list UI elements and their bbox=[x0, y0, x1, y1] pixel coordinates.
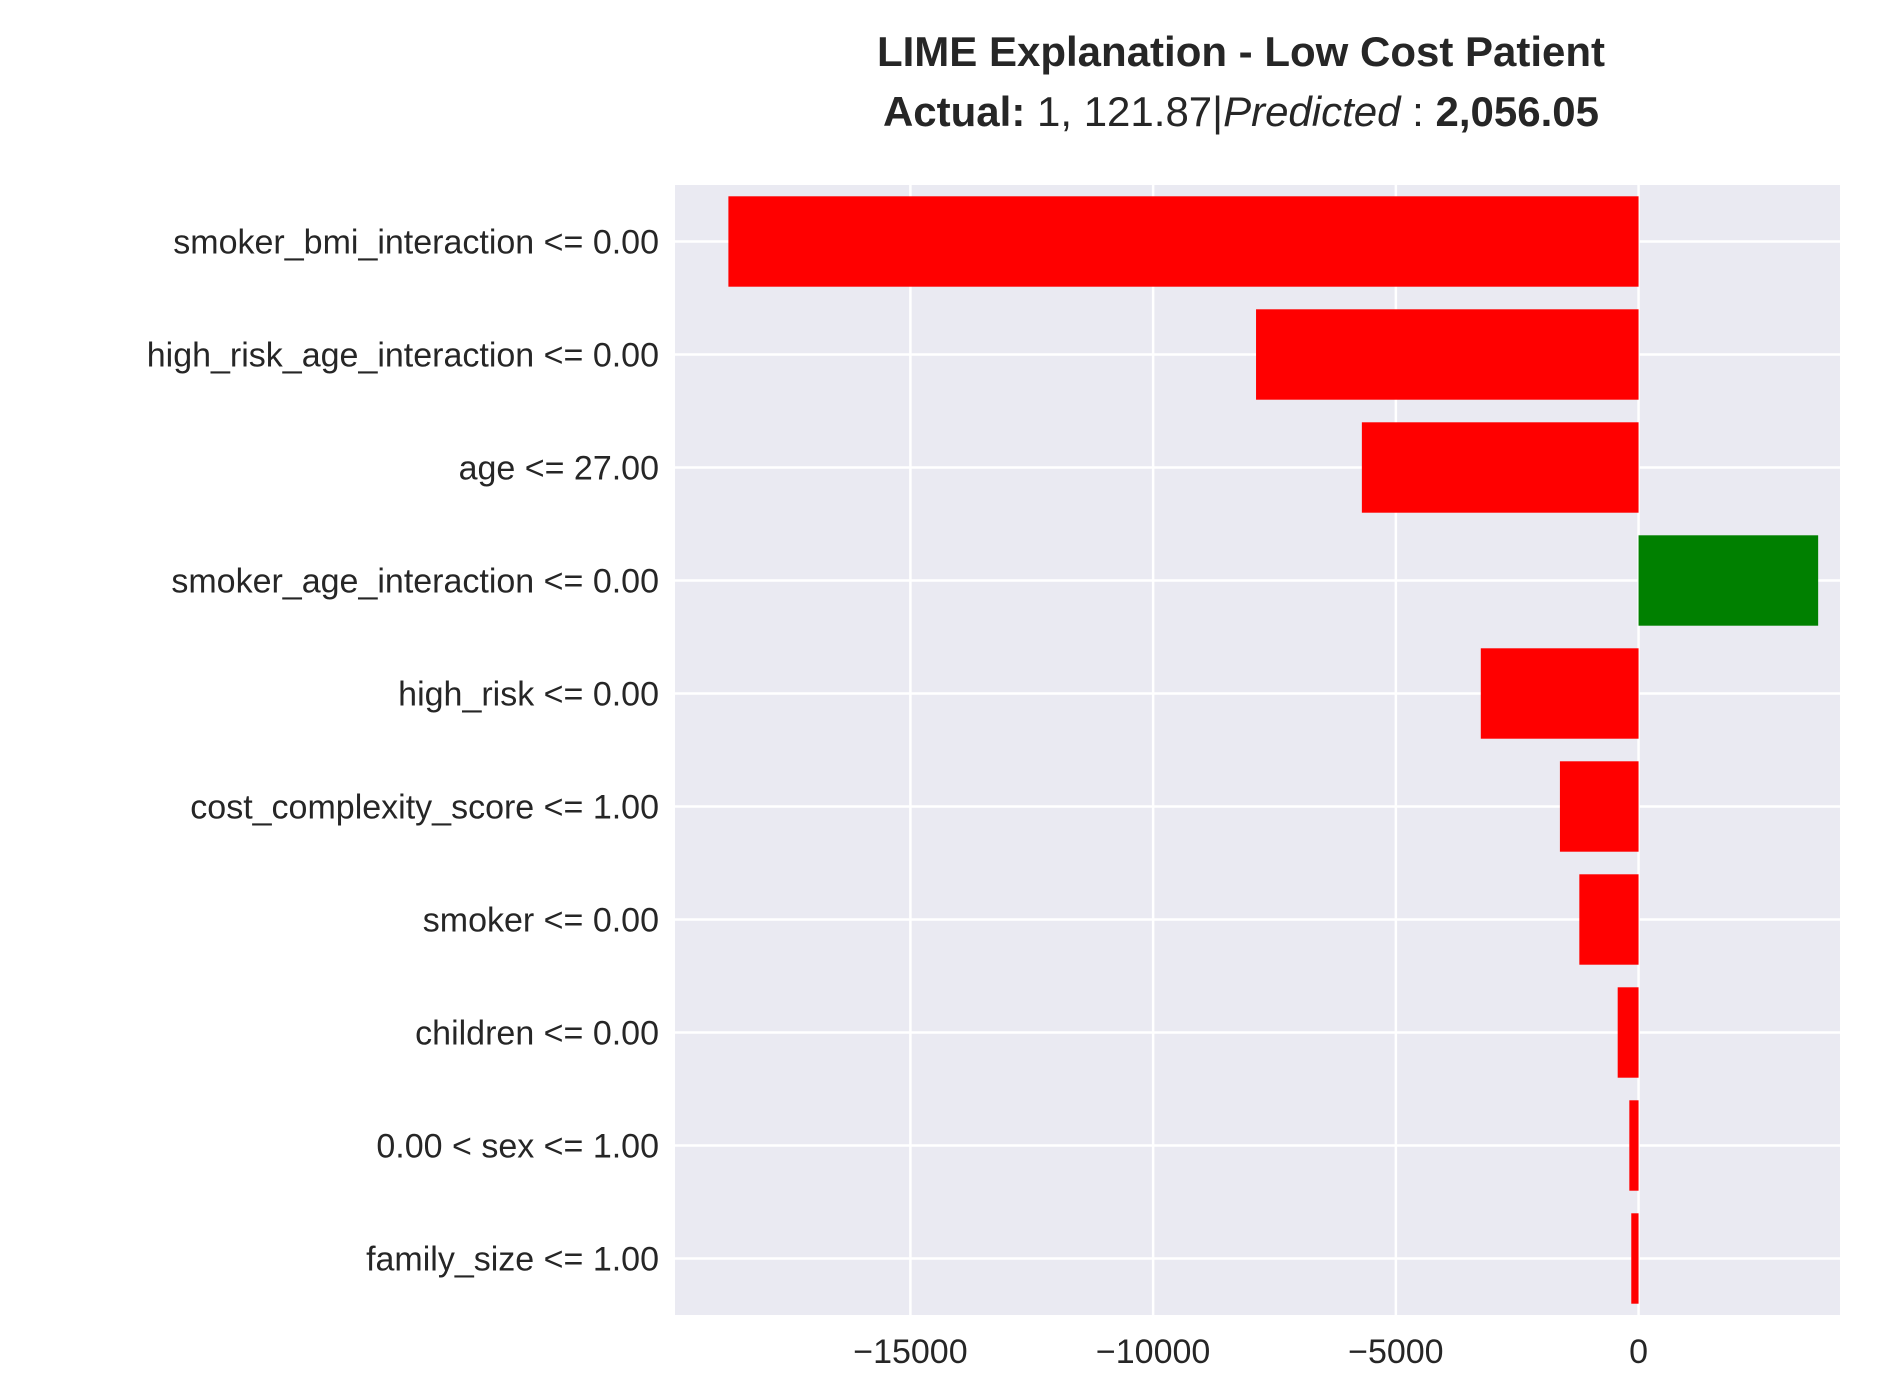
title-actual-label: Actual: bbox=[883, 88, 1025, 135]
chart-title-line1: LIME Explanation - Low Cost Patient bbox=[877, 28, 1605, 75]
x-tick-labels: −15000 −10000 −5000 0 bbox=[853, 1333, 1648, 1371]
bar bbox=[1631, 1213, 1639, 1304]
bars-layer bbox=[728, 196, 1819, 1304]
title-predicted-value: 2,056.05 bbox=[1436, 88, 1600, 135]
y-tick-label: children <= 0.00 bbox=[415, 1015, 659, 1053]
bar bbox=[1361, 422, 1639, 513]
bar bbox=[728, 196, 1639, 287]
chart-title-line2: Actual: 1, 121.87|Predicted : 2,056.05 bbox=[883, 88, 1599, 135]
x-tick-label: 0 bbox=[1629, 1333, 1648, 1371]
y-tick-label: cost_complexity_score <= 1.00 bbox=[190, 789, 659, 827]
x-tick-label: −5000 bbox=[1348, 1333, 1444, 1371]
title-actual-value: 1, 121.87| bbox=[1025, 88, 1223, 135]
bar bbox=[1638, 535, 1819, 626]
x-tick-label: −10000 bbox=[1096, 1333, 1210, 1371]
y-tick-label: family_size <= 1.00 bbox=[366, 1241, 659, 1279]
title-predicted-label: Predicted bbox=[1223, 88, 1402, 135]
bar bbox=[1480, 648, 1639, 739]
bar bbox=[1579, 874, 1639, 965]
y-tick-label: smoker <= 0.00 bbox=[423, 902, 659, 940]
y-tick-label: age <= 27.00 bbox=[459, 450, 659, 488]
y-tick-label: high_risk_age_interaction <= 0.00 bbox=[147, 337, 659, 375]
bar bbox=[1617, 987, 1639, 1078]
y-tick-label: smoker_bmi_interaction <= 0.00 bbox=[173, 224, 659, 262]
y-tick-label: high_risk <= 0.00 bbox=[398, 676, 659, 714]
x-tick-label: −15000 bbox=[853, 1333, 967, 1371]
y-tick-labels: smoker_bmi_interaction <= 0.00 high_risk_… bbox=[147, 224, 659, 1279]
bar bbox=[1629, 1100, 1639, 1191]
y-tick-label: 0.00 < sex <= 1.00 bbox=[376, 1128, 659, 1166]
bar bbox=[1256, 309, 1639, 400]
y-tick-label: smoker_age_interaction <= 0.00 bbox=[171, 563, 659, 601]
bar bbox=[1559, 761, 1639, 852]
title-predicted-sep: : bbox=[1401, 88, 1436, 135]
